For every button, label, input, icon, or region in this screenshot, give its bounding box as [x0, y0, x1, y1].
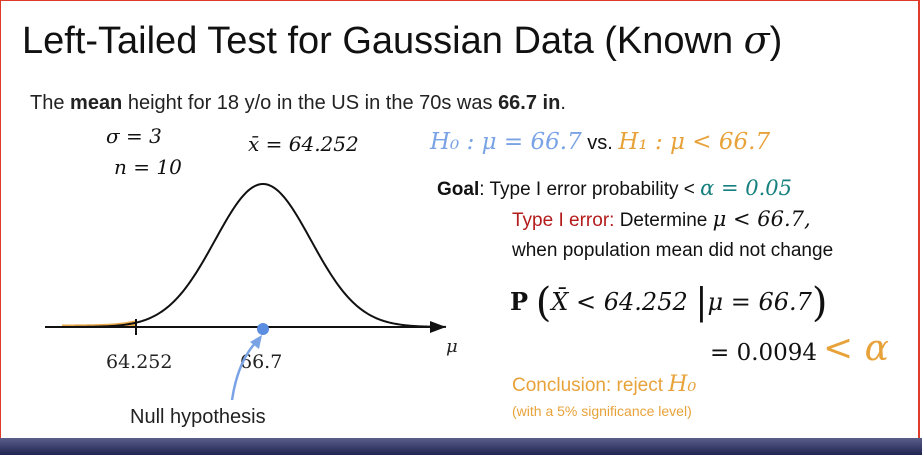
conclusion-text: Conclusion: reject: [512, 375, 669, 396]
alt-hypothesis: H₁ : μ < 66.7: [618, 129, 771, 155]
subtitle-bold-mean: mean: [70, 92, 123, 114]
subtitle-bold-value: 66.7 in: [498, 92, 561, 114]
goal-alpha: α = 0.05: [700, 176, 793, 200]
prob-right: μ = 66.7: [707, 288, 812, 316]
title-text: Left-Tailed Test for Gaussian Data (Know…: [22, 20, 744, 62]
video-bottom-bar: [0, 438, 922, 455]
param-sigma: σ = 3: [106, 124, 162, 148]
slide-subtitle: The mean height for 18 y/o in the US in …: [30, 92, 566, 115]
null-hypothesis-annotation: Null hypothesis: [130, 406, 266, 428]
goal-line: Goal: Type I error probability < α = 0.0…: [437, 176, 792, 201]
conclusion: Conclusion: reject H₀: [512, 372, 696, 397]
goal-label: Goal: [437, 179, 480, 200]
null-mean-point: [257, 323, 269, 335]
prob-lparen: (: [535, 280, 552, 326]
goal-text: : Type I error probability <: [479, 179, 701, 200]
less-than-alpha: < α: [823, 328, 889, 369]
null-hypothesis: H₀ : μ = 66.7: [430, 129, 582, 155]
tick-label-left: 64.252: [106, 351, 172, 373]
tick-label-mu: 66.7: [240, 351, 282, 373]
conclusion-note: (with a 5% significance level): [512, 403, 692, 419]
title-sigma: σ: [743, 18, 770, 62]
type1-text: Determine: [614, 210, 713, 231]
type1-line2: when population mean did not change: [512, 240, 834, 261]
param-xbar: x̄ = 64.252: [248, 132, 359, 156]
type1-condition: μ < 66.7,: [712, 207, 811, 231]
prob-bar: |: [695, 282, 708, 323]
slide-title: Left-Tailed Test for Gaussian Data (Know…: [22, 18, 782, 63]
x-axis-arrow: [430, 321, 446, 333]
hypotheses-vs: vs.: [581, 132, 619, 154]
subtitle-pre: The: [30, 92, 71, 114]
normal-curve: [61, 183, 447, 328]
annotation-arrowhead: [250, 335, 262, 349]
subtitle-post: .: [560, 92, 566, 114]
type1-line: Type I error: Determine μ < 66.7,: [512, 207, 811, 232]
prob-P: P: [510, 287, 529, 316]
hypotheses: H₀ : μ = 66.7 vs. H₁ : μ < 66.7: [430, 128, 770, 155]
type1-label: Type I error:: [512, 210, 615, 231]
title-close: ): [769, 20, 783, 62]
prob-rparen: ): [811, 280, 828, 326]
axis-label-mu: μ: [446, 336, 458, 357]
probability-result: = 0.0094: [710, 340, 818, 366]
probability-expression: P (X̄ < 64.252 |μ = 66.7): [510, 280, 828, 326]
conclusion-h0: H₀: [668, 372, 697, 397]
subtitle-mid: height for 18 y/o in the US in the 70s w…: [122, 92, 499, 114]
param-n: n = 10: [114, 155, 182, 179]
prob-left: X̄ < 64.252: [551, 288, 688, 316]
